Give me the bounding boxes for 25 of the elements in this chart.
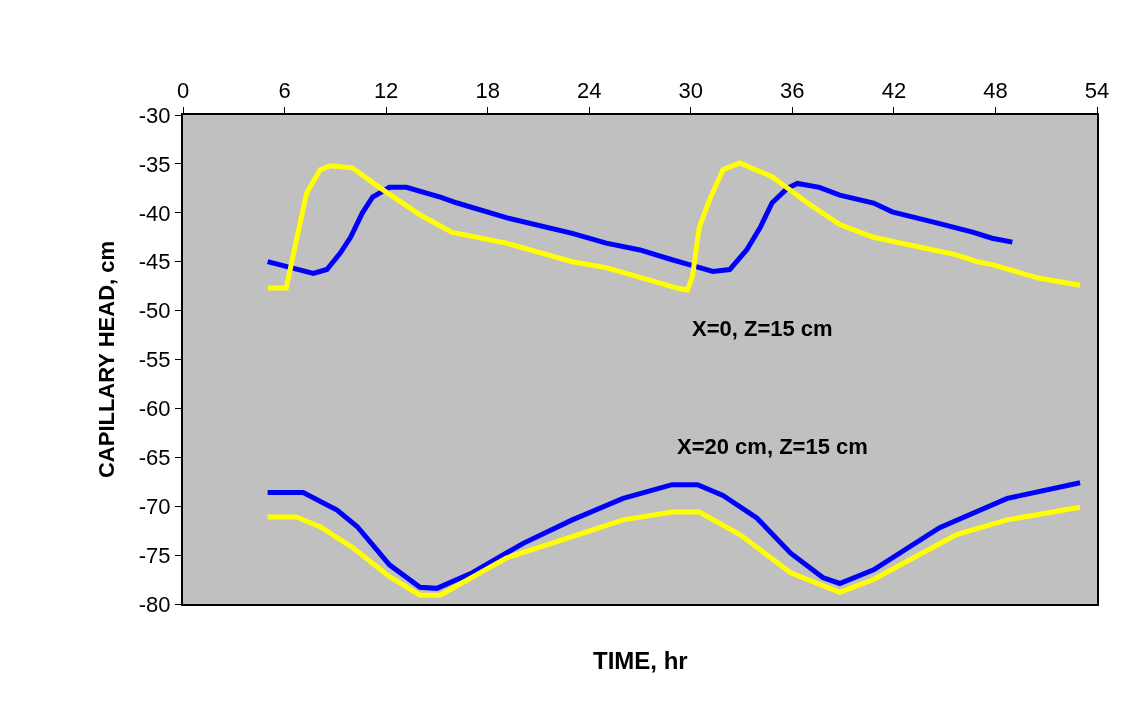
x-axis-title: TIME, hr xyxy=(593,647,688,674)
x-tick-label: 30 xyxy=(678,78,704,104)
x-tick-label: 18 xyxy=(475,78,500,104)
y-tick-label: -75 xyxy=(138,542,171,568)
x-tick-label: 54 xyxy=(1084,78,1110,104)
x-tick-label: 42 xyxy=(881,78,907,104)
y-tick-label: -60 xyxy=(138,396,171,422)
y-tick-label: -45 xyxy=(138,249,171,275)
annotation: X=20 cm, Z=15 cm xyxy=(677,434,868,459)
x-tick-label: 6 xyxy=(278,78,291,104)
y-tick-label: -30 xyxy=(138,102,171,128)
y-tick-label: -50 xyxy=(138,298,171,324)
x-tick-label: 0 xyxy=(176,78,190,104)
y-tick-label: -35 xyxy=(138,151,171,177)
x-tick-label: 48 xyxy=(983,78,1008,104)
y-axis-title: CAPILLARY HEAD, cm xyxy=(94,240,120,479)
y-tick-label: -55 xyxy=(138,347,171,373)
y-tick-label: -70 xyxy=(138,493,171,519)
y-tick-label: -80 xyxy=(138,591,171,617)
x-tick-label: 36 xyxy=(780,78,805,104)
y-tick-label: -65 xyxy=(138,445,171,470)
x-tick-label: 12 xyxy=(373,78,399,104)
annotation: X=0, Z=15 cm xyxy=(692,316,833,341)
x-tick-label: 24 xyxy=(576,78,602,104)
y-tick-label: -40 xyxy=(138,200,171,226)
